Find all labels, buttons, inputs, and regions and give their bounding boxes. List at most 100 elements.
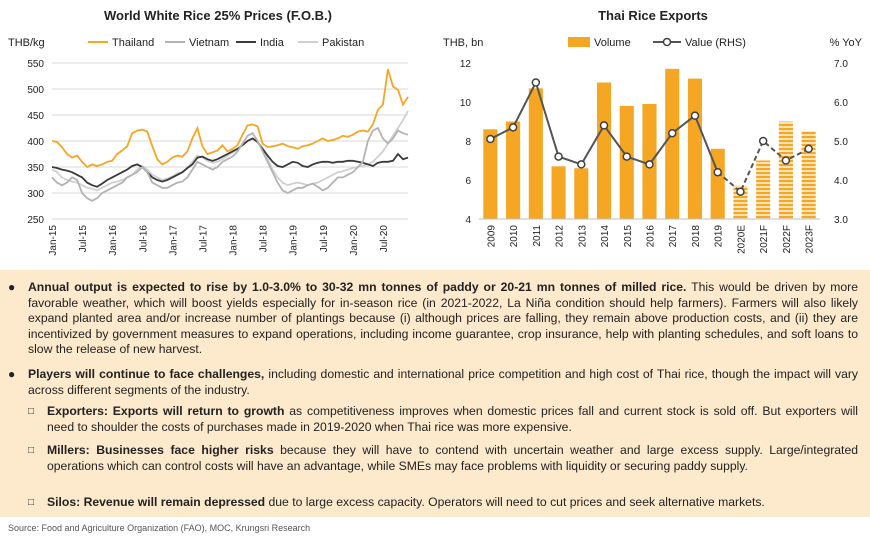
value-point: [781, 156, 791, 165]
x-tick-label: 2010: [509, 225, 520, 248]
sub-bullet-text: due to large excess capacity. Operators …: [265, 495, 765, 509]
volume-bar: [483, 129, 498, 219]
x-tick-label: Jul-15: [78, 225, 89, 253]
legend-marker: [662, 37, 672, 47]
value-point: [486, 134, 495, 144]
x-tick-label: 2019: [714, 225, 725, 248]
bullet-players: ● Players will continue to face challeng…: [8, 367, 858, 398]
x-tick-label: 2018: [691, 225, 702, 248]
bullet-text: including domestic and international pri…: [28, 367, 858, 397]
y-tick-label: 4: [465, 215, 471, 226]
volume-bar: [756, 160, 771, 219]
series-line-india: [51, 137, 409, 188]
bullet-heading: Annual output is expected to rise by 1.0…: [28, 280, 687, 294]
y2-tick-label: 6.0: [834, 98, 848, 109]
y-tick-label: 300: [27, 189, 44, 200]
legend-swatch: [568, 37, 590, 47]
series-lines: [51, 68, 409, 202]
series-line-thailand: [51, 68, 409, 169]
grid-lines: [52, 62, 408, 220]
value-point: [736, 187, 745, 196]
sub-bullet-heading: Exporters: Exports will return to growth: [47, 404, 285, 418]
source-note: Source: Food and Agriculture Organizatio…: [8, 523, 311, 533]
legend-label: Vietnam: [189, 37, 229, 49]
x-tick-label: 2017: [668, 225, 679, 248]
volume-bars: [479, 68, 820, 220]
y2-tick-label: 7.0: [834, 59, 848, 70]
y2-ticks: 3.0 4.0 5.0 6.0 7.0: [834, 59, 848, 226]
x-ticks: Jan-15 Jul-15 Jan-16 Jul-16 Jan-17 Jul-17 Jan-…: [48, 225, 390, 256]
sub-bullet-text: as competitiveness improves when domesti…: [47, 404, 858, 434]
value-line: [486, 78, 813, 196]
y2-tick-label: 5.0: [834, 137, 848, 148]
value-point: [667, 128, 677, 138]
value-point: [577, 160, 586, 169]
legend-label: Value (RHS): [685, 37, 746, 49]
volume-bar: [574, 168, 589, 219]
volume-bar: [506, 121, 521, 219]
bullet-heading: Players will continue to face challenges…: [28, 367, 265, 381]
series-line-vietnam: [51, 126, 409, 202]
y-tick-label: 12: [460, 59, 472, 70]
legend-label: Thailand: [112, 37, 154, 49]
x-tick-label: 2023F: [805, 225, 816, 253]
y2-axis-label: % YoY: [830, 37, 863, 49]
sub-bullet-heading: Millers: Businesses face higher risks: [47, 443, 274, 457]
bullet-dot-icon: ●: [8, 280, 16, 294]
value-point: [508, 123, 518, 132]
sub-bullet-millers: □ Millers: Businesses face higher risks …: [28, 443, 858, 474]
bullet-dot-icon: ●: [8, 367, 16, 381]
y-tick-label: 10: [460, 98, 472, 109]
x-tick-label: Jul-18: [259, 225, 270, 253]
y-tick-label: 400: [27, 137, 44, 148]
y-ticks: 4 6 8 10 12: [460, 59, 472, 226]
square-bullet-icon: □: [28, 497, 35, 508]
outlook-panel: ● Annual output is expected to rise by 1…: [0, 270, 870, 517]
legend: Volume Value (RHS): [568, 37, 746, 49]
volume-bar: [665, 68, 680, 219]
value-point: [713, 167, 722, 177]
y-tick-label: 500: [27, 85, 44, 96]
y-tick-label: 350: [27, 163, 44, 174]
y2-tick-label: 4.0: [834, 176, 848, 187]
value-point: [758, 136, 768, 146]
x-tick-label: 2015: [623, 225, 634, 248]
volume-bar: [619, 105, 634, 219]
series-line-pakistan: [51, 110, 409, 192]
volume-bar: [710, 148, 725, 219]
x-tick-label: 2014: [600, 225, 611, 248]
x-tick-label: Jul-17: [198, 225, 209, 253]
bullet-output: ● Annual output is expected to rise by 1…: [8, 280, 858, 358]
chart-title: World White Rice 25% Prices (F.O.B.): [104, 8, 332, 23]
world-rice-price-chart: World White Rice 25% Prices (F.O.B.) THB…: [8, 8, 409, 256]
y-tick-label: 6: [465, 176, 471, 187]
volume-bar: [687, 78, 703, 219]
sub-bullet-text: because they will have to contend with u…: [47, 443, 858, 473]
x-tick-label: Jan-18: [229, 225, 240, 256]
legend-label: Volume: [594, 37, 631, 49]
x-tick-label: 2009: [486, 225, 497, 248]
x-tick-label: 2022F: [782, 225, 793, 253]
value-line-forecast: [717, 139, 810, 194]
x-ticks: 2009 2010 2011 2012 2013 2014 2015 2016 2017 2018…: [486, 225, 815, 254]
value-point: [690, 111, 700, 120]
volume-bar: [778, 121, 793, 219]
legend: Thailand Vietnam India Pakistan: [88, 37, 364, 49]
legend-label: Pakistan: [322, 37, 364, 49]
x-tick-label: Jan-16: [108, 225, 119, 256]
x-tick-label: Jul-16: [138, 225, 149, 253]
y-ticks: 250 300 350 400 450 500 550: [27, 59, 44, 226]
value-point: [645, 160, 654, 169]
x-tick-label: 2020E: [736, 225, 747, 254]
volume-bar: [801, 131, 816, 219]
value-point: [554, 152, 563, 161]
sub-bullet-heading: Silos: Revenue will remain depressed: [47, 495, 266, 509]
x-tick-label: 2012: [555, 225, 566, 248]
x-tick-label: Jan-17: [168, 225, 179, 256]
value-point: [531, 78, 541, 87]
x-tick-label: 2013: [577, 225, 588, 248]
chart-title: Thai Rice Exports: [598, 8, 708, 23]
x-tick-label: 2011: [532, 225, 543, 247]
y-axis-label: THB/kg: [8, 37, 45, 49]
volume-bar: [551, 166, 566, 219]
